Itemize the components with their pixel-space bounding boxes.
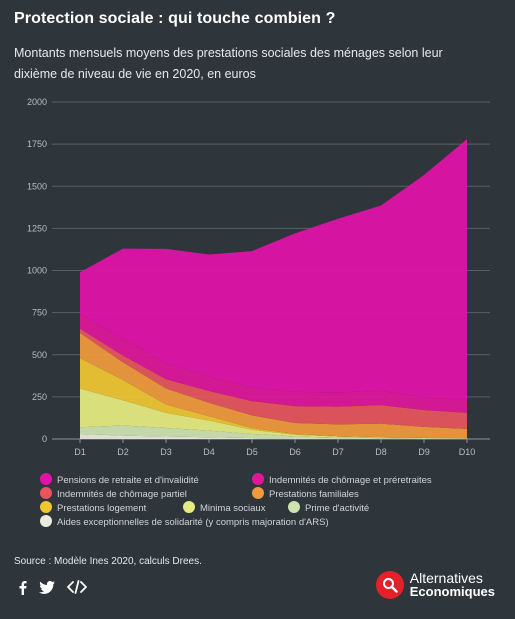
y-tick-label: 1500 <box>27 181 47 191</box>
brand-logo[interactable]: Alternatives Economiques <box>375 568 495 602</box>
chart-title: Protection sociale : qui touche combien … <box>14 10 336 27</box>
legend-label: Minima sociaux <box>200 503 266 514</box>
legend-item[interactable]: Pensions de retraite et d'invalidité <box>40 473 199 488</box>
x-axis-ticks: D1 D2 D3 D4 D5 D6 D7 D8 D9 D10 <box>74 439 475 457</box>
legend-label: Pensions de retraite et d'invalidité <box>57 475 199 486</box>
y-tick-label: 250 <box>32 392 47 402</box>
share-bar <box>18 577 87 597</box>
area-series[interactable] <box>80 139 467 401</box>
x-tick-label: D9 <box>418 447 430 457</box>
y-tick-label: 2000 <box>27 97 47 107</box>
legend-label: Prestations familiales <box>269 489 359 500</box>
chart-subtitle: Montants mensuels moyens des prestations… <box>14 46 443 81</box>
area-series[interactable] <box>80 425 467 439</box>
area-series[interactable] <box>80 328 467 429</box>
source-note: Source : Modèle Ines 2020, calculs Drees… <box>14 556 202 567</box>
x-tick-label: D2 <box>117 447 129 457</box>
x-tick-label: D7 <box>332 447 344 457</box>
area-series[interactable] <box>80 332 467 439</box>
brand-name-line2: Economiques <box>409 584 495 599</box>
legend-swatch <box>252 487 264 500</box>
x-tick-label: D4 <box>203 447 215 457</box>
x-tick-label: D6 <box>289 447 301 457</box>
y-tick-label: 1250 <box>27 223 47 233</box>
y-tick-label: 1750 <box>27 139 47 149</box>
embed-code-icon[interactable] <box>67 580 87 594</box>
legend-label: Prestations logement <box>57 503 147 514</box>
area-series[interactable] <box>80 314 467 413</box>
y-tick-label: 750 <box>32 308 47 318</box>
x-tick-label: D1 <box>74 447 86 457</box>
legend-label: Prime d'activité <box>305 503 370 514</box>
x-tick-label: D5 <box>246 447 258 457</box>
legend-item[interactable]: Prime d'activité <box>288 501 370 516</box>
y-axis-ticks: 0 250 500 750 1000 1250 1500 1750 2000 <box>27 97 47 444</box>
legend-item[interactable]: Indemnités de chômage et préretraites <box>252 473 432 488</box>
legend-item[interactable]: Minima sociaux <box>183 501 266 516</box>
legend-swatch <box>40 473 52 486</box>
legend-swatch <box>40 487 52 500</box>
x-tick-label: D10 <box>459 447 476 457</box>
x-tick-label: D8 <box>375 447 387 457</box>
facebook-icon[interactable] <box>18 580 27 595</box>
legend-swatch <box>183 501 195 514</box>
brand-name-line1: Alternatives <box>409 570 483 586</box>
y-tick-label: 500 <box>32 350 47 360</box>
legend-label: Aides exceptionnelles de solidarité (y c… <box>57 517 329 528</box>
legend-swatch <box>252 473 264 486</box>
legend-item[interactable]: Prestations familiales <box>252 487 359 502</box>
y-tick-label: 1000 <box>27 266 47 276</box>
area-series[interactable] <box>80 433 467 439</box>
x-tick-label: D3 <box>160 447 172 457</box>
area-series[interactable] <box>80 388 467 439</box>
legend-label: Indemnités de chômage partiel <box>57 489 187 500</box>
legend-label: Indemnités de chômage et préretraites <box>269 475 432 486</box>
area-series <box>80 139 467 439</box>
legend-item[interactable]: Prestations logement <box>40 501 147 516</box>
magnifier-logo-icon <box>375 571 404 599</box>
twitter-icon[interactable] <box>39 580 55 594</box>
legend-swatch <box>40 515 52 528</box>
legend-item[interactable]: Indemnités de chômage partiel <box>40 487 187 502</box>
y-tick-label: 0 <box>42 434 47 444</box>
legend-swatch <box>288 501 300 514</box>
legend-item[interactable]: Aides exceptionnelles de solidarité (y c… <box>40 515 329 530</box>
legend-swatch <box>40 501 52 514</box>
